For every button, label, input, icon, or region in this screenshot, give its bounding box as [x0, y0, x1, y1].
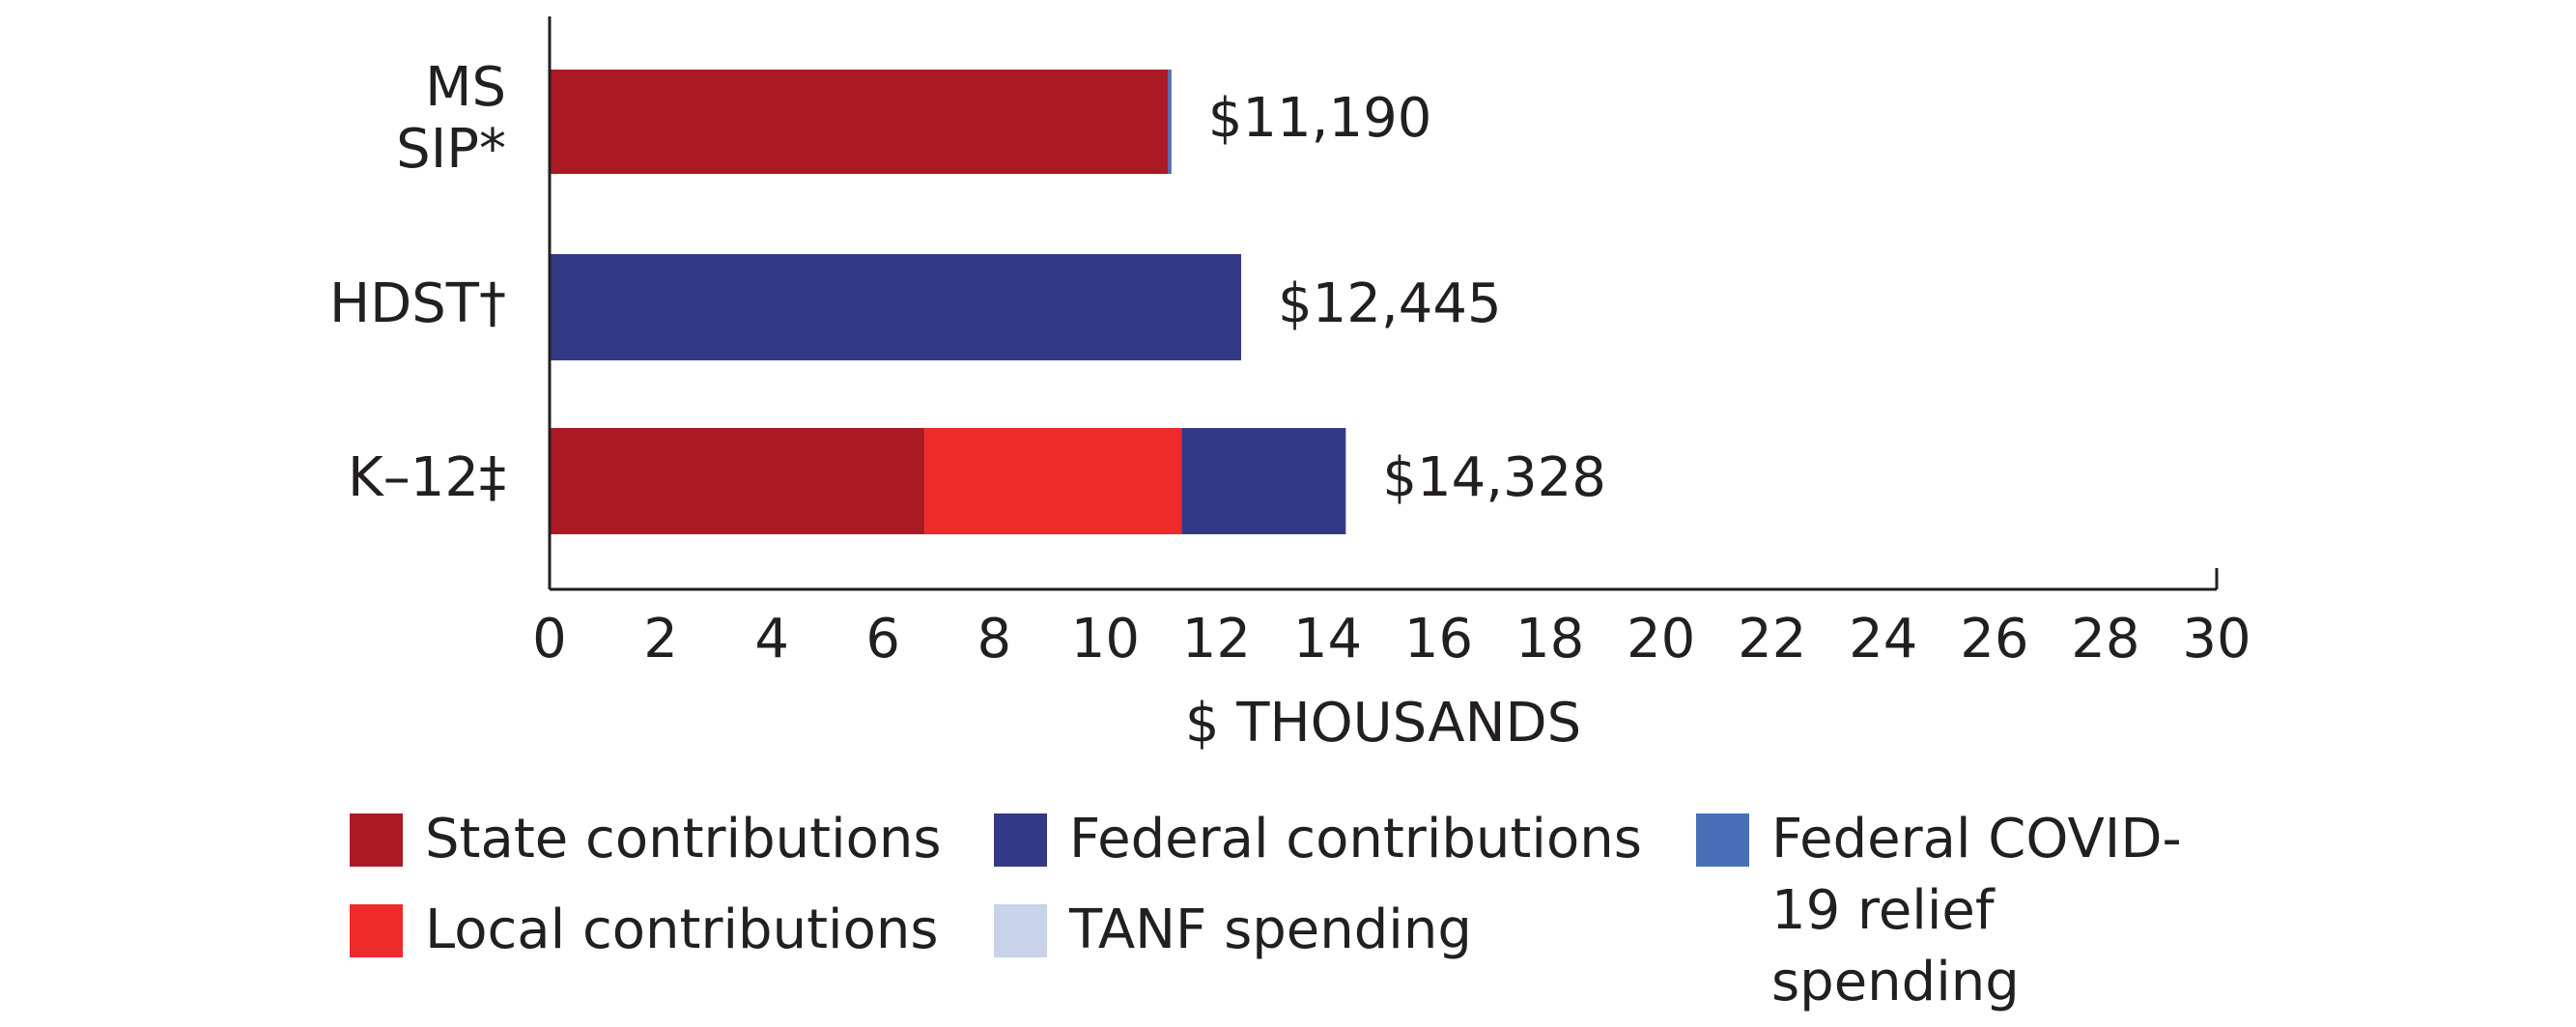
chart: $ THOUSANDS $11,190 MS SIP* $12,445 HDST† $14…	[329, 16, 2251, 755]
legend-swatch	[994, 904, 1047, 957]
total-label: $14,328	[1382, 446, 1606, 509]
legend-item: State contributions	[350, 804, 994, 895]
x-tick-label: 14	[1293, 608, 1362, 670]
bar-segment	[1168, 70, 1172, 174]
total-label: $11,190	[1208, 87, 1432, 150]
legend-item: TANF spending	[994, 895, 1696, 985]
legend-label: Federal contributions	[1069, 808, 1642, 870]
x-tick-label: 26	[1960, 608, 2028, 670]
bar-segment	[550, 428, 925, 534]
bar-segment	[1181, 428, 1346, 534]
bar-segment	[550, 254, 1242, 360]
legend: State contributions Local contributions Fe…	[350, 804, 2295, 1013]
category-label: K–12‡	[348, 446, 506, 509]
x-tick-label: 22	[1738, 608, 1806, 670]
x-tick-label: 20	[1627, 608, 1695, 670]
legend-item: Local contributions	[350, 895, 994, 985]
legend-swatch	[350, 813, 403, 867]
bar-segment	[550, 70, 1169, 174]
x-tick-label: 2	[643, 608, 678, 670]
category-label: MS SIP*	[396, 56, 506, 181]
x-axis-title: $ THOUSANDS	[1185, 692, 1581, 755]
legend-item: Federal contributions	[994, 804, 1696, 895]
x-tick-label: 18	[1515, 608, 1584, 670]
legend-item: Federal COVID-19 relief spending	[1696, 804, 2208, 1013]
x-tick-label: 12	[1182, 608, 1251, 670]
legend-swatch	[994, 813, 1047, 867]
legend-label: Federal COVID-19 relief spending	[1771, 808, 2182, 1013]
total-label: $12,445	[1278, 272, 1502, 335]
x-tick-label: 0	[532, 608, 567, 670]
x-tick-label: 16	[1404, 608, 1473, 670]
legend-label: TANF spending	[1069, 899, 1472, 961]
legend-swatch	[1696, 813, 1749, 867]
x-tick-label: 8	[977, 608, 1011, 670]
legend-label: Local contributions	[425, 899, 939, 961]
category-label: HDST†	[329, 272, 506, 335]
x-tick-label: 30	[2182, 608, 2250, 670]
x-tick-label: 4	[754, 608, 789, 670]
x-tick-label: 6	[865, 608, 900, 670]
x-tick-label: 10	[1071, 608, 1140, 670]
bar-segment	[924, 428, 1182, 534]
legend-swatch	[350, 904, 403, 957]
x-tick-label: 28	[2071, 608, 2139, 670]
legend-label: State contributions	[425, 808, 942, 870]
x-tick-label: 24	[1849, 608, 1917, 670]
